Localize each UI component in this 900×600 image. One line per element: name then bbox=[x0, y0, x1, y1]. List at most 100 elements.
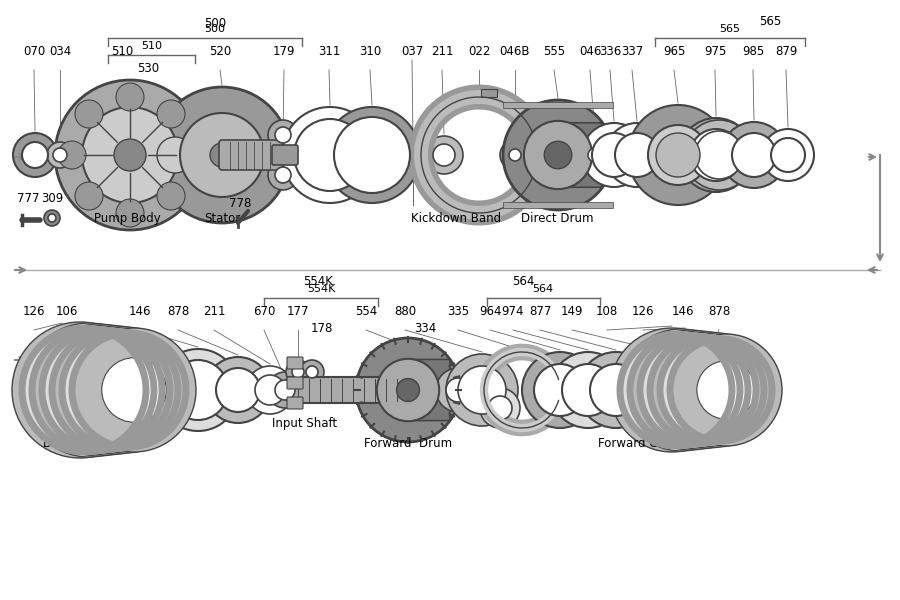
FancyBboxPatch shape bbox=[287, 377, 418, 403]
FancyBboxPatch shape bbox=[219, 140, 283, 170]
Text: 034: 034 bbox=[49, 45, 71, 58]
Circle shape bbox=[42, 325, 172, 455]
Text: 211: 211 bbox=[202, 305, 225, 318]
Circle shape bbox=[660, 333, 774, 447]
Circle shape bbox=[659, 359, 721, 421]
Circle shape bbox=[12, 322, 148, 458]
Circle shape bbox=[721, 122, 787, 188]
Circle shape bbox=[582, 123, 646, 187]
Circle shape bbox=[578, 352, 654, 428]
Circle shape bbox=[267, 372, 303, 408]
Text: 555: 555 bbox=[543, 45, 565, 58]
Circle shape bbox=[590, 364, 642, 416]
Text: 500: 500 bbox=[204, 24, 226, 34]
Circle shape bbox=[174, 141, 202, 169]
Circle shape bbox=[52, 326, 180, 454]
Circle shape bbox=[628, 105, 728, 205]
Text: 046: 046 bbox=[579, 45, 601, 58]
FancyBboxPatch shape bbox=[556, 123, 602, 187]
Text: 334: 334 bbox=[414, 322, 436, 335]
Circle shape bbox=[119, 357, 185, 423]
Circle shape bbox=[669, 359, 730, 421]
Circle shape bbox=[255, 375, 285, 405]
Circle shape bbox=[83, 357, 149, 423]
Circle shape bbox=[53, 148, 67, 162]
Text: 500: 500 bbox=[204, 17, 226, 30]
Circle shape bbox=[73, 356, 140, 424]
Text: 070: 070 bbox=[22, 45, 45, 58]
Circle shape bbox=[82, 107, 178, 203]
Circle shape bbox=[544, 141, 572, 169]
Circle shape bbox=[446, 354, 518, 426]
Circle shape bbox=[268, 120, 298, 150]
Text: Pump Body: Pump Body bbox=[94, 212, 160, 225]
Text: 108: 108 bbox=[596, 305, 618, 318]
Circle shape bbox=[697, 361, 755, 419]
Text: Kickdown Band: Kickdown Band bbox=[411, 212, 501, 225]
Circle shape bbox=[72, 328, 196, 452]
Circle shape bbox=[102, 358, 166, 422]
Circle shape bbox=[480, 388, 520, 428]
Text: 179: 179 bbox=[273, 45, 295, 58]
Circle shape bbox=[55, 80, 205, 230]
Circle shape bbox=[403, 145, 423, 165]
Circle shape bbox=[377, 359, 439, 421]
Circle shape bbox=[157, 137, 193, 173]
Text: 310: 310 bbox=[359, 45, 381, 58]
Circle shape bbox=[656, 133, 700, 177]
Text: 880: 880 bbox=[394, 305, 416, 318]
Text: 974: 974 bbox=[502, 305, 524, 318]
Text: 178: 178 bbox=[310, 322, 333, 335]
FancyBboxPatch shape bbox=[272, 145, 298, 165]
Circle shape bbox=[116, 199, 144, 227]
Circle shape bbox=[300, 360, 324, 384]
Circle shape bbox=[620, 329, 742, 451]
Circle shape bbox=[45, 355, 115, 425]
Text: 985: 985 bbox=[742, 45, 764, 58]
FancyBboxPatch shape bbox=[287, 397, 303, 409]
Circle shape bbox=[275, 167, 291, 183]
Circle shape bbox=[615, 133, 659, 177]
Text: 335: 335 bbox=[447, 305, 469, 318]
Circle shape bbox=[771, 138, 805, 172]
Circle shape bbox=[433, 144, 455, 166]
Circle shape bbox=[75, 100, 103, 128]
Circle shape bbox=[306, 366, 318, 378]
Circle shape bbox=[630, 330, 750, 450]
Text: 879: 879 bbox=[775, 45, 797, 58]
Text: Forward Clutch: Forward Clutch bbox=[598, 437, 688, 450]
Circle shape bbox=[684, 120, 754, 190]
Circle shape bbox=[246, 366, 294, 414]
Circle shape bbox=[22, 142, 48, 168]
Text: 309: 309 bbox=[40, 192, 63, 205]
Circle shape bbox=[54, 355, 124, 425]
Circle shape bbox=[650, 332, 766, 448]
Text: 211: 211 bbox=[431, 45, 454, 58]
Circle shape bbox=[732, 133, 776, 177]
Circle shape bbox=[397, 379, 419, 401]
Circle shape bbox=[425, 136, 463, 174]
Circle shape bbox=[116, 83, 144, 111]
Text: 037: 037 bbox=[400, 45, 423, 58]
Text: 510: 510 bbox=[111, 45, 133, 58]
Circle shape bbox=[268, 160, 298, 190]
Circle shape bbox=[620, 362, 676, 418]
Text: 877: 877 bbox=[529, 305, 551, 318]
Text: 336: 336 bbox=[598, 45, 621, 58]
Circle shape bbox=[114, 139, 146, 171]
Text: 520: 520 bbox=[209, 45, 231, 58]
Text: 106: 106 bbox=[56, 305, 78, 318]
Circle shape bbox=[47, 142, 73, 168]
Bar bbox=[481, 89, 497, 97]
Circle shape bbox=[762, 129, 814, 181]
Bar bbox=[503, 202, 613, 208]
Circle shape bbox=[75, 182, 103, 210]
Text: 777: 777 bbox=[17, 192, 40, 205]
Circle shape bbox=[458, 366, 506, 414]
Text: 564: 564 bbox=[512, 275, 535, 288]
Text: 530: 530 bbox=[137, 62, 159, 75]
Circle shape bbox=[154, 87, 290, 223]
Circle shape bbox=[640, 358, 704, 422]
Circle shape bbox=[356, 338, 460, 442]
Circle shape bbox=[92, 357, 158, 423]
